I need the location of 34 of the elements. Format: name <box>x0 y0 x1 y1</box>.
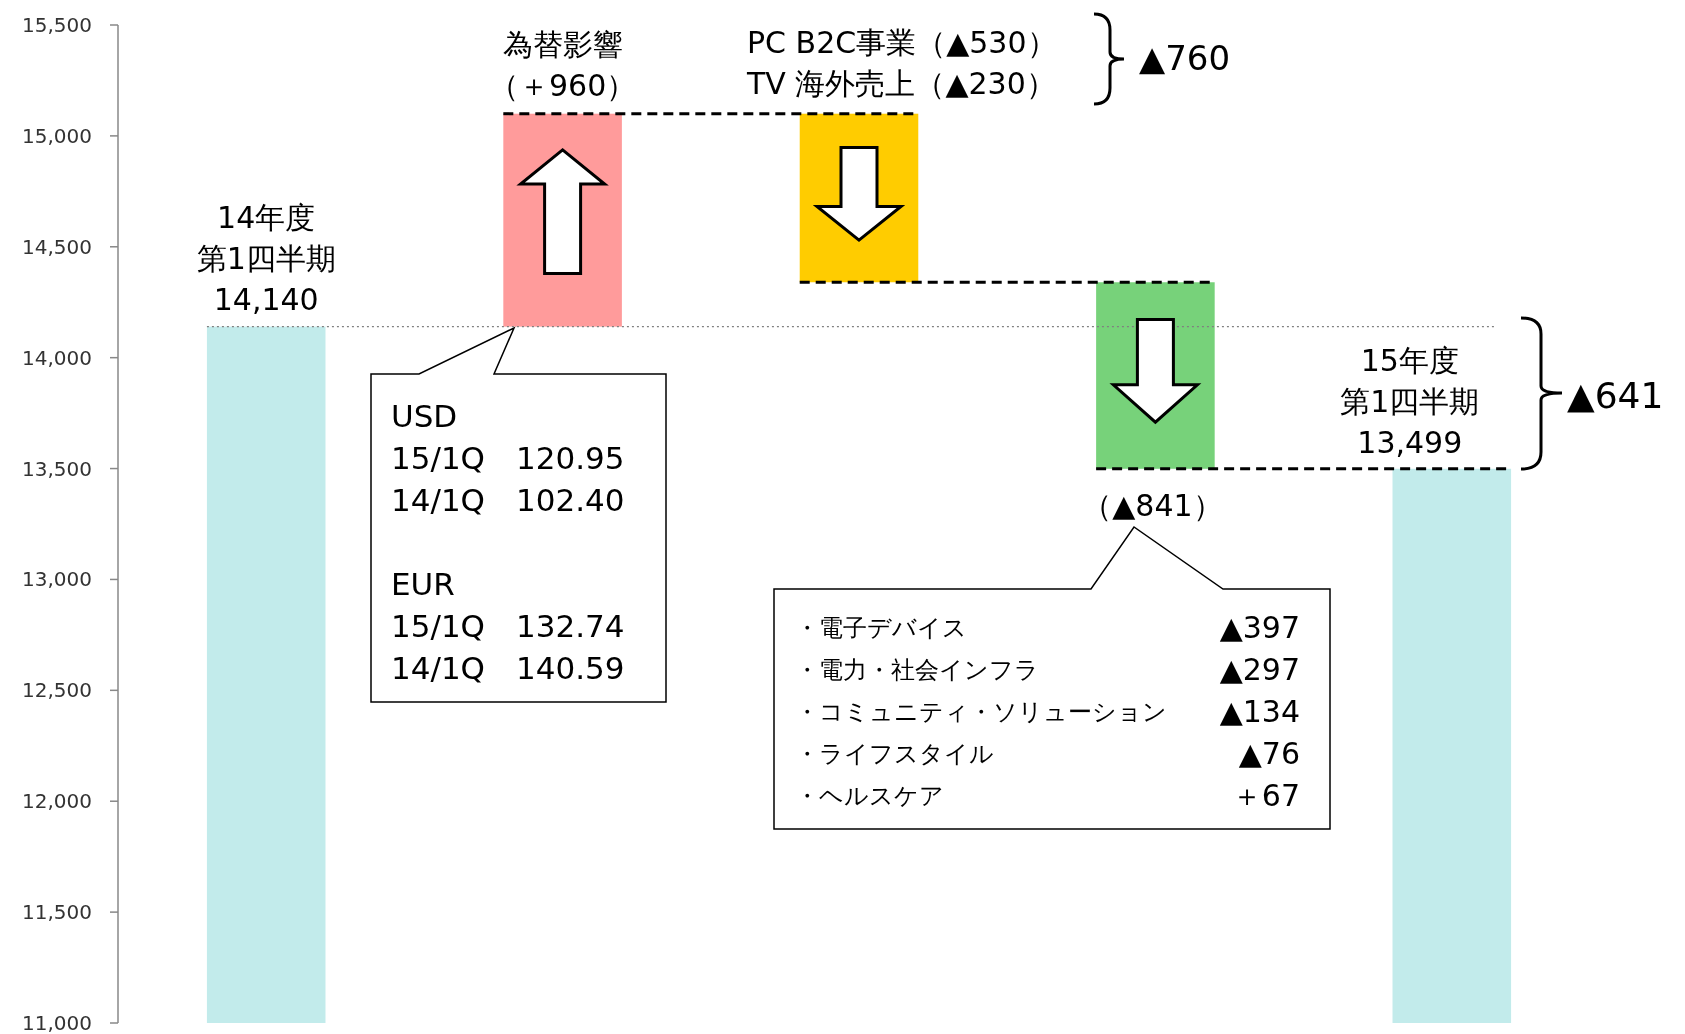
text: USD 15/1Q 120.95 14/1Q 102.40 EUR 15/1Q 132.74 14/1Q 140.59 <box>391 398 625 686</box>
y-tick-label: 15,500 <box>22 13 92 37</box>
annotation: ・コミュニティ・ソリューション <box>795 698 1167 726</box>
y-tick-label: 15,000 <box>22 123 92 148</box>
y-tick-label: 11,000 <box>22 1011 92 1034</box>
y-tick-label: 11,500 <box>22 900 92 925</box>
y-tick-label: 12,500 <box>22 678 92 703</box>
annotation: ▲297 <box>1219 652 1300 687</box>
annotation: ▲397 <box>1219 610 1300 645</box>
annotation: 14,140 <box>213 282 319 317</box>
annotation: ▲134 <box>1219 694 1300 729</box>
y-tick-label: 13,000 <box>22 567 92 592</box>
annotation: ▲76 <box>1238 736 1300 771</box>
annotation: 14年度 <box>217 200 316 235</box>
y-tick-label: 14,000 <box>22 345 92 370</box>
annotation: ・電子デバイス <box>795 614 967 642</box>
annotation: 15年度 <box>1360 343 1459 378</box>
annotation: 第1四半期 <box>196 241 336 276</box>
y-tick-label: 14,500 <box>22 234 92 259</box>
annotation: ・ライフスタイル <box>795 740 994 768</box>
annotation: ・ヘルスケア <box>795 782 944 810</box>
annotation: PC B2C事業（▲530） <box>747 25 1057 60</box>
annotation: 為替影響 <box>502 27 623 62</box>
annotation: 第1四半期 <box>1340 384 1480 419</box>
annotation: 13,499 <box>1357 425 1463 460</box>
annotation: ＋67 <box>1231 778 1300 813</box>
y-tick-label: 13,500 <box>22 456 92 481</box>
annotation: TV 海外売上（▲230） <box>746 66 1056 101</box>
annotation: （▲841） <box>1082 488 1223 523</box>
y-tick-label: 12,000 <box>22 789 92 814</box>
annotation: （＋960） <box>488 68 637 103</box>
text: ▲641 <box>1567 375 1664 416</box>
annotation: ・電力・社会インフラ <box>795 656 1039 684</box>
annotation: ▲760 <box>1139 38 1231 78</box>
